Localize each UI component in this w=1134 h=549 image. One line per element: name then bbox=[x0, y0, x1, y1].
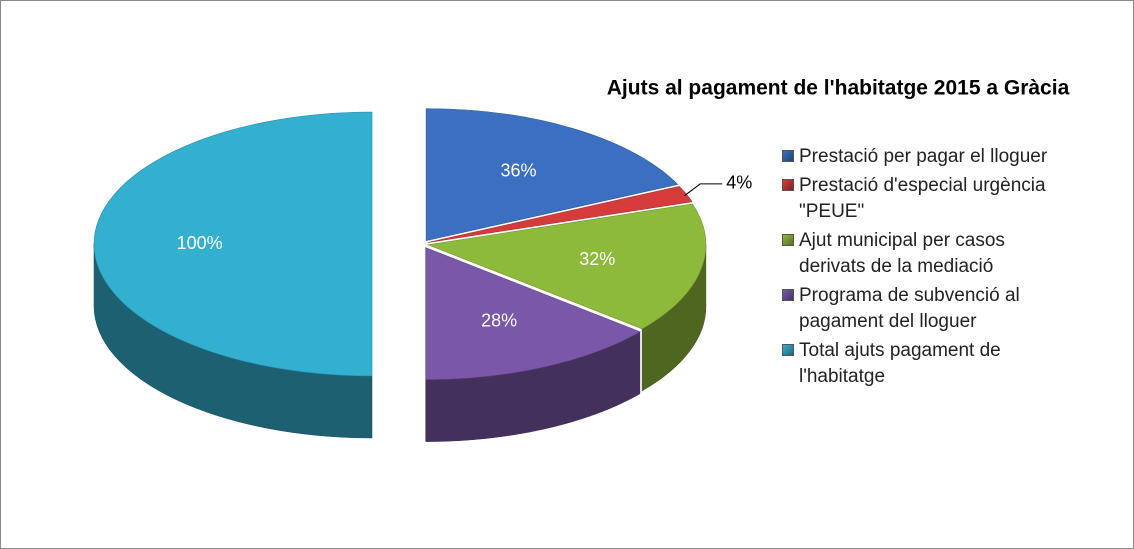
legend-swatch bbox=[782, 289, 794, 301]
chart-title: Ajuts al pagament de l'habitatge 2015 a … bbox=[607, 77, 1070, 100]
legend-label: Total ajuts pagament de l'habitatge bbox=[799, 340, 1001, 387]
legend-label: Ajut municipal per casos derivats de la … bbox=[799, 230, 1005, 277]
legend-item: Prestació per pagar el lloguer bbox=[782, 144, 1069, 170]
legend-item: Total ajuts pagament de l'habitatge bbox=[782, 338, 1069, 390]
legend-swatch bbox=[782, 344, 794, 356]
legend-item: Ajut municipal per casos derivats de la … bbox=[782, 228, 1069, 280]
legend-swatch bbox=[782, 179, 794, 191]
data-label: 36% bbox=[500, 160, 536, 180]
data-label: 32% bbox=[579, 249, 615, 269]
slice bbox=[425, 108, 679, 241]
data-label: 28% bbox=[481, 310, 517, 330]
slice bbox=[93, 111, 373, 377]
data-label: 4% bbox=[726, 173, 752, 193]
data-label: 100% bbox=[177, 233, 223, 253]
legend-label: Prestació d'especial urgència "PEUE" bbox=[799, 175, 1046, 222]
legend-item: Programa de subvenció al pagament del ll… bbox=[782, 283, 1069, 335]
slice-sides bbox=[93, 243, 707, 442]
legend-item: Prestació d'especial urgència "PEUE" bbox=[782, 173, 1069, 225]
slice-tops bbox=[93, 108, 707, 380]
leader-line bbox=[683, 183, 723, 197]
legend: Prestació per pagar el lloguer Prestació … bbox=[782, 144, 1069, 393]
legend-swatch bbox=[782, 150, 794, 162]
slice bbox=[426, 203, 707, 330]
legend-swatch bbox=[782, 234, 794, 246]
slice bbox=[425, 247, 641, 380]
legend-label: Programa de subvenció al pagament del ll… bbox=[799, 285, 1020, 332]
legend-label: Prestació per pagar el lloguer bbox=[799, 146, 1048, 167]
